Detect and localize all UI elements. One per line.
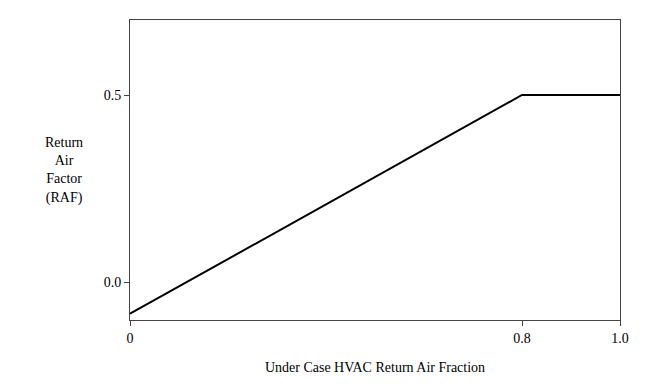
svg-text:0.8: 0.8 (513, 331, 531, 346)
svg-text:1.0: 1.0 (611, 331, 629, 346)
svg-text:Under Case HVAC Return Air Fra: Under Case HVAC Return Air Fraction (265, 360, 485, 375)
svg-text:0: 0 (127, 331, 134, 346)
svg-text:ReturnAirFactor(RAF): ReturnAirFactor(RAF) (45, 135, 83, 206)
svg-text:0.5: 0.5 (104, 88, 122, 103)
svg-text:0.0: 0.0 (104, 275, 122, 290)
